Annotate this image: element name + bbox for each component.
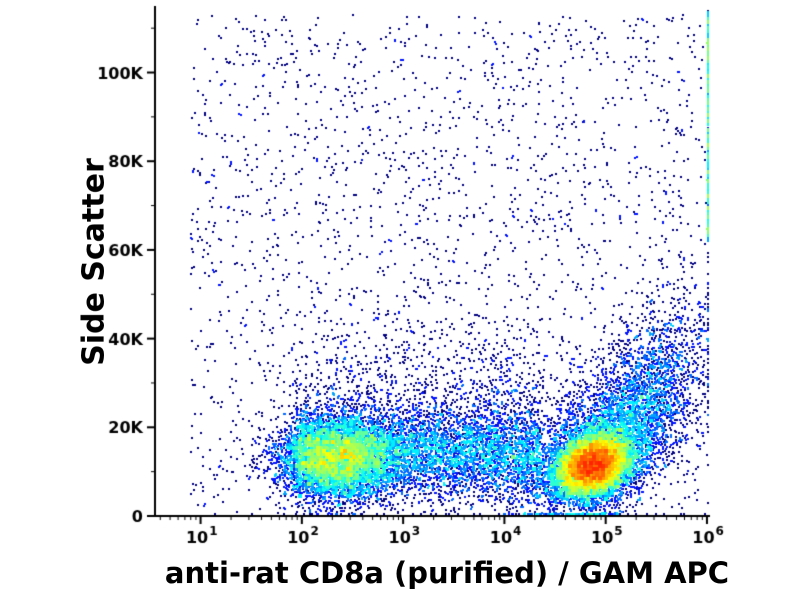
y-axis-title: Side Scatter bbox=[76, 158, 112, 366]
x-axis-title: anti-rat CD8a (purified) / GAM APC bbox=[164, 556, 730, 590]
